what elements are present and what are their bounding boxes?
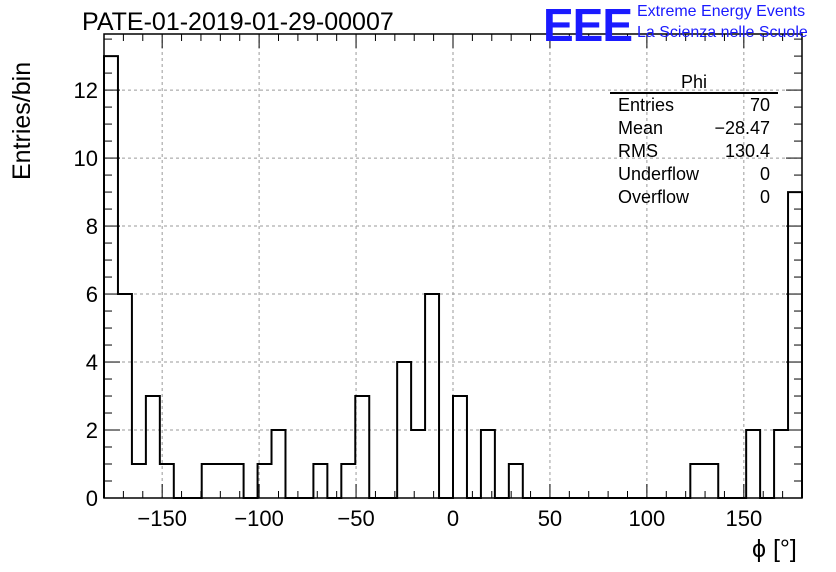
y-tick-label: 2 <box>86 418 98 443</box>
histogram-bin <box>313 464 327 498</box>
stats-row: RMS 130.4 <box>610 140 778 163</box>
x-tick-label: −100 <box>234 506 284 531</box>
chart-title: PATE-01-2019-01-29-00007 <box>82 8 394 36</box>
stats-row: Mean −28.47 <box>610 117 778 140</box>
histogram-bin <box>258 464 272 498</box>
brand-line-2: La Scienza nelle Scuole <box>637 24 808 41</box>
stats-title: Phi <box>610 72 778 94</box>
stats-label: Overflow <box>618 187 690 207</box>
y-axis-label: Entries/bin <box>8 61 36 180</box>
histogram-bin <box>216 464 230 498</box>
stats-label: Mean <box>618 118 664 138</box>
histogram-bin <box>230 464 244 498</box>
histogram-bin <box>272 430 286 498</box>
histogram-bin <box>202 464 216 498</box>
histogram-bin <box>746 430 760 498</box>
y-axis-ticks: 0 2 4 6 8 10 12 <box>74 38 802 511</box>
x-tick-label: −150 <box>137 506 187 531</box>
x-tick-label: 100 <box>629 506 666 531</box>
y-tick-label: 10 <box>74 146 98 171</box>
histogram-bin <box>774 430 788 498</box>
y-tick-label: 4 <box>86 350 98 375</box>
stats-label: RMS <box>618 141 658 161</box>
histogram-bin <box>453 396 467 498</box>
histogram-bin <box>425 294 439 498</box>
eee-logo: EEE <box>543 0 633 51</box>
stats-box: Phi Entries 70 Mean −28.47 RMS 130.4 Und… <box>610 72 778 209</box>
stats-value: 130.4 <box>724 141 770 161</box>
histogram-bin <box>118 294 132 498</box>
histogram-outline <box>103 55 803 499</box>
histogram-step-line <box>103 55 803 499</box>
stats-row: Underflow 0 <box>610 163 778 186</box>
x-axis-ticks: −150 −100 −50 0 50 100 150 <box>103 34 803 531</box>
y-tick-label: 12 <box>74 78 98 103</box>
histogram-bin <box>146 396 160 498</box>
x-tick-label: 150 <box>725 506 762 531</box>
stats-value: −28.47 <box>714 118 770 138</box>
stats-value: 70 <box>749 95 770 115</box>
y-tick-label: 6 <box>86 282 98 307</box>
histogram-bin <box>341 464 355 498</box>
y-tick-label: 0 <box>86 486 98 511</box>
y-tick-label: 8 <box>86 214 98 239</box>
x-tick-label: 50 <box>538 506 562 531</box>
stats-value: 0 <box>759 164 770 184</box>
x-tick-label: 0 <box>447 506 459 531</box>
stats-value: 0 <box>759 187 770 207</box>
histogram-bin <box>690 464 704 498</box>
histogram-bin <box>411 430 425 498</box>
stats-row: Overflow 0 <box>610 186 778 209</box>
stats-row: Entries 70 <box>610 94 778 117</box>
stats-label: Entries <box>618 95 675 115</box>
x-tick-label: −50 <box>337 506 374 531</box>
histogram-bin <box>481 430 495 498</box>
brand-line-1: Extreme Energy Events <box>637 3 806 20</box>
x-axis-label: ϕ [°] <box>752 535 797 563</box>
histogram-bin <box>355 396 369 498</box>
histogram-bin <box>704 464 718 498</box>
stats-label: Underflow <box>618 164 700 184</box>
histogram-bin <box>132 464 146 498</box>
